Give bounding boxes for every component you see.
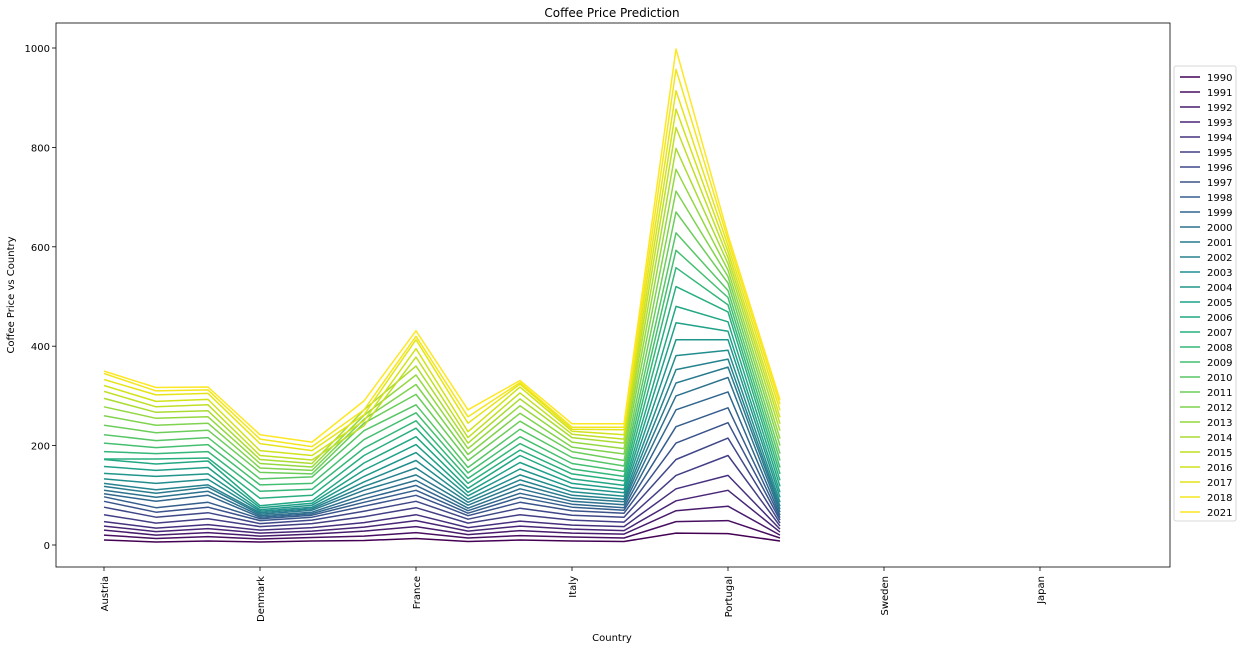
- legend-label: 1994: [1207, 133, 1232, 144]
- y-tick-label: 800: [31, 143, 50, 154]
- plot-lines: [103, 48, 781, 543]
- legend-label: 1997: [1207, 178, 1232, 189]
- legend-label: 2007: [1207, 328, 1232, 339]
- legend-label: 1993: [1207, 118, 1232, 129]
- legend-label: 2011: [1207, 388, 1232, 399]
- series-line-2000: [103, 376, 781, 517]
- legend-label: 1992: [1207, 103, 1232, 114]
- series-line-1995: [103, 454, 781, 528]
- legend-label: 1999: [1207, 208, 1232, 219]
- legend-label: 2003: [1207, 268, 1232, 279]
- series-line-2016: [103, 108, 781, 457]
- legend-label: 1990: [1207, 73, 1232, 84]
- legend-label: 2000: [1207, 223, 1232, 234]
- series-line-1999: [103, 391, 781, 518]
- series-line-2006: [103, 305, 781, 507]
- y-tick-label: 0: [44, 541, 50, 552]
- legend-label: 2018: [1207, 493, 1232, 504]
- legend-label: 2009: [1207, 358, 1232, 369]
- y-tick-label: 200: [31, 442, 50, 453]
- series-line-2001: [103, 366, 781, 515]
- legend-label: 2006: [1207, 313, 1232, 324]
- legend-label: 2013: [1207, 418, 1232, 429]
- x-tick-label: Austria: [100, 576, 111, 611]
- series-line-1992: [103, 505, 781, 537]
- series-line-2017: [103, 89, 781, 452]
- chart-title: Coffee Price Prediction: [544, 6, 679, 20]
- series-line-2018: [103, 68, 781, 448]
- series-line-1994: [103, 474, 781, 531]
- x-axis-label: Country: [592, 633, 632, 644]
- series-line-2008: [103, 266, 781, 493]
- y-tick-label: 1000: [25, 44, 50, 55]
- series-line-2005: [103, 322, 781, 509]
- series-line-2015: [103, 126, 781, 461]
- legend: 1990 1991 1992 1993 1994 1995 1996 1997 1998 1999…: [1173, 65, 1237, 522]
- legend-label: 1996: [1207, 163, 1232, 174]
- x-axis: Austria Denmark France Italy Portugal Sweden J…: [100, 567, 1047, 622]
- series-line-2012: [103, 190, 781, 472]
- legend-label: 2010: [1207, 373, 1232, 384]
- series-line-2021: [103, 48, 781, 443]
- series-line-2002: [103, 358, 781, 514]
- legend-label: 2012: [1207, 403, 1232, 414]
- legend-label: 2001: [1207, 238, 1232, 249]
- legend-label: 2004: [1207, 283, 1232, 294]
- series-line-2009: [103, 249, 781, 486]
- x-tick-label: Italy: [568, 576, 579, 598]
- legend-label: 1991: [1207, 88, 1232, 99]
- legend-label: 2002: [1207, 253, 1232, 264]
- series-line-1998: [103, 407, 781, 520]
- x-tick-label: Japan: [1036, 576, 1047, 605]
- series-line-2013: [103, 168, 781, 468]
- y-axis-label: Coffee Price vs Country: [6, 236, 17, 353]
- series-line-1997: [103, 421, 781, 522]
- x-tick-label: Sweden: [880, 576, 891, 616]
- legend-label: 2017: [1207, 478, 1232, 489]
- plot-frame: [55, 22, 1171, 568]
- series-line-2007: [104, 285, 781, 500]
- y-tick-label: 600: [31, 243, 50, 254]
- x-tick-label: Denmark: [256, 576, 267, 622]
- legend-label: 2015: [1207, 448, 1232, 459]
- legend-label: 2021: [1207, 508, 1232, 519]
- series-line-1993: [103, 489, 781, 534]
- legend-label: 1995: [1207, 148, 1232, 159]
- x-tick-label: France: [412, 576, 423, 609]
- series-line-2011: [103, 211, 781, 475]
- legend-label: 1998: [1207, 193, 1232, 204]
- series-line-2010: [103, 232, 781, 480]
- series-line-2004: [103, 338, 781, 511]
- series-line-2014: [103, 147, 781, 465]
- series-line-1996: [103, 437, 781, 525]
- legend-label: 2005: [1207, 298, 1232, 309]
- series-line-1990: [103, 532, 781, 543]
- series-line-2003: [103, 349, 781, 512]
- y-tick-label: 400: [31, 342, 50, 353]
- x-tick-label: Portugal: [724, 576, 735, 617]
- legend-label: 2016: [1207, 463, 1232, 474]
- legend-label: 2008: [1207, 343, 1232, 354]
- legend-label: 2014: [1207, 433, 1232, 444]
- y-axis: 0 200 400 600 800 1000: [25, 44, 56, 552]
- series-line-1991: [103, 519, 781, 540]
